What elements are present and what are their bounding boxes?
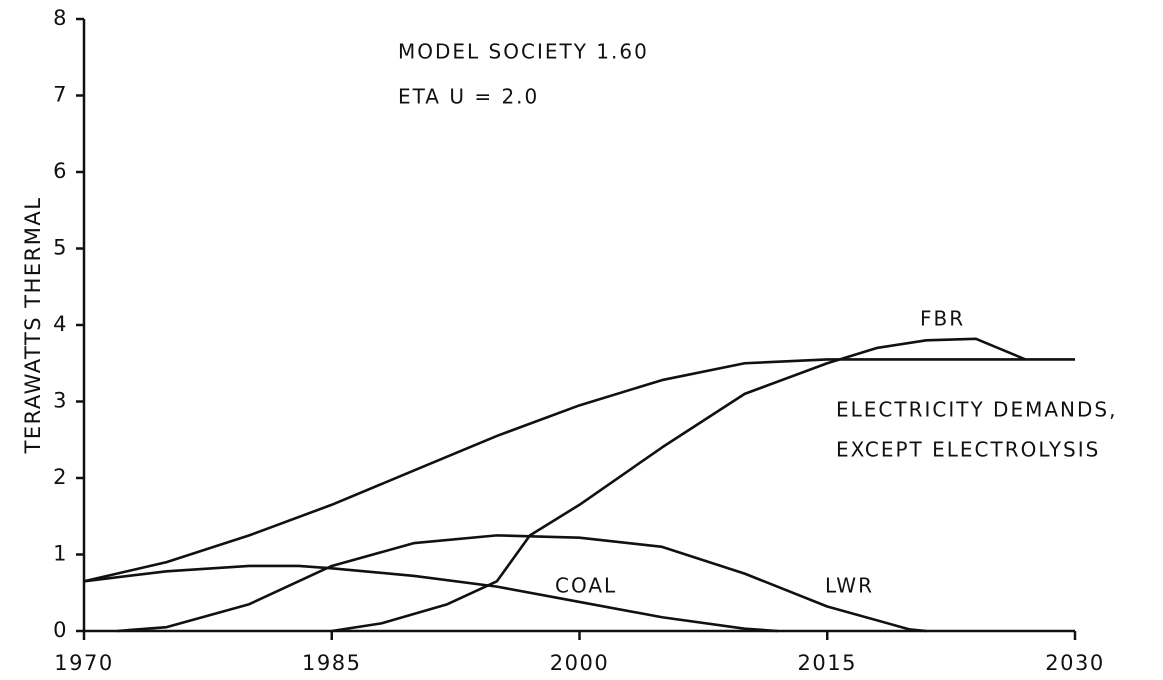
- y-tick-label: 5: [53, 236, 68, 260]
- annotation: ELECTRICITY DEMANDS,: [836, 398, 1117, 422]
- y-tick-label: 7: [53, 83, 68, 107]
- y-tick-label: 6: [53, 159, 68, 183]
- annotation: FBR: [920, 307, 965, 331]
- x-tick-label: 2030: [1045, 651, 1104, 675]
- annotation: COAL: [555, 574, 617, 598]
- annotation: LWR: [825, 574, 874, 598]
- y-tick-label: 0: [53, 618, 68, 642]
- y-tick-label: 4: [53, 312, 68, 336]
- x-tick-label: 2000: [550, 651, 609, 675]
- y-tick-label: 8: [53, 6, 68, 30]
- y-tick-label: 1: [53, 542, 68, 566]
- y-tick-label: 3: [53, 389, 68, 413]
- y-tick-label: 2: [53, 465, 68, 489]
- series-line: [83, 564, 778, 633]
- x-tick-label: 1985: [302, 651, 361, 675]
- annotation: ETA U = 2.0: [398, 85, 539, 109]
- series-line: [83, 358, 1075, 583]
- y-axis-label: TERAWATTS THERMAL: [21, 197, 45, 455]
- annotation: EXCEPT ELECTROLYSIS: [836, 438, 1100, 462]
- x-tick-label: 2015: [798, 651, 857, 675]
- series-line: [116, 534, 927, 633]
- series-line: [331, 337, 1026, 633]
- annotation: MODEL SOCIETY 1.60: [398, 40, 649, 64]
- x-tick-label: 1970: [54, 651, 113, 675]
